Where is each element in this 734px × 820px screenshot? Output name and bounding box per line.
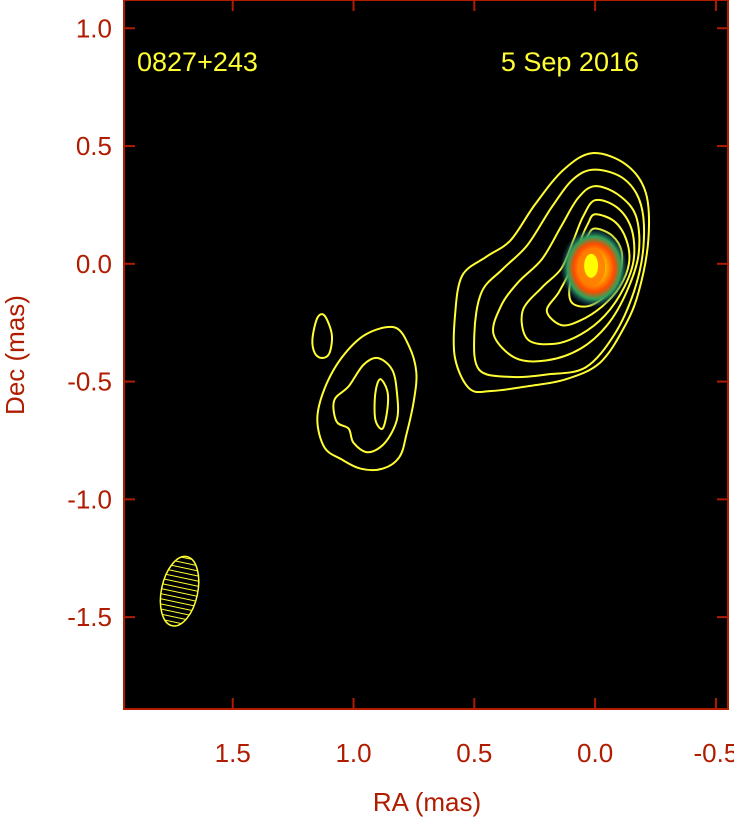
beam-layer bbox=[159, 555, 200, 627]
x-tick-label: 1.5 bbox=[215, 738, 251, 768]
y-axis-title: Dec (mas) bbox=[0, 295, 30, 415]
source-name-label: 0827+243 bbox=[137, 47, 258, 77]
x-tick-label: -0.5 bbox=[694, 738, 734, 768]
observation-date-label: 5 Sep 2016 bbox=[501, 47, 639, 77]
y-tick-label: 1.0 bbox=[76, 13, 112, 43]
plot-frame bbox=[123, 0, 729, 710]
core-peak-inner bbox=[584, 253, 599, 278]
beam-ellipse bbox=[159, 555, 200, 627]
tick-layer bbox=[124, 0, 728, 709]
contour-1 bbox=[473, 168, 646, 379]
contour-8 bbox=[332, 356, 400, 454]
y-tick-label: -1.0 bbox=[67, 484, 112, 514]
contour-9 bbox=[373, 378, 390, 430]
x-tick-label: 1.0 bbox=[335, 738, 371, 768]
contour-7 bbox=[316, 325, 418, 472]
contour-6 bbox=[311, 313, 333, 360]
y-tick-label: -0.5 bbox=[67, 367, 112, 397]
contour-0 bbox=[452, 152, 651, 394]
y-tick-labels: 1.0 0.5 0.0 -0.5 -1.0 -1.5 bbox=[67, 13, 112, 632]
y-tick-label: -1.5 bbox=[67, 602, 112, 632]
plot-area bbox=[124, 0, 728, 709]
core-layer bbox=[560, 227, 629, 308]
x-axis-title: RA (mas) bbox=[373, 787, 481, 817]
contour-2 bbox=[492, 185, 641, 363]
x-tick-label: 0.0 bbox=[577, 738, 613, 768]
x-tick-label: 0.5 bbox=[456, 738, 492, 768]
y-tick-label: 0.5 bbox=[76, 131, 112, 161]
x-tick-labels: 1.5 1.0 0.5 0.0 -0.5 bbox=[215, 738, 734, 768]
y-tick-label: 0.0 bbox=[76, 249, 112, 279]
